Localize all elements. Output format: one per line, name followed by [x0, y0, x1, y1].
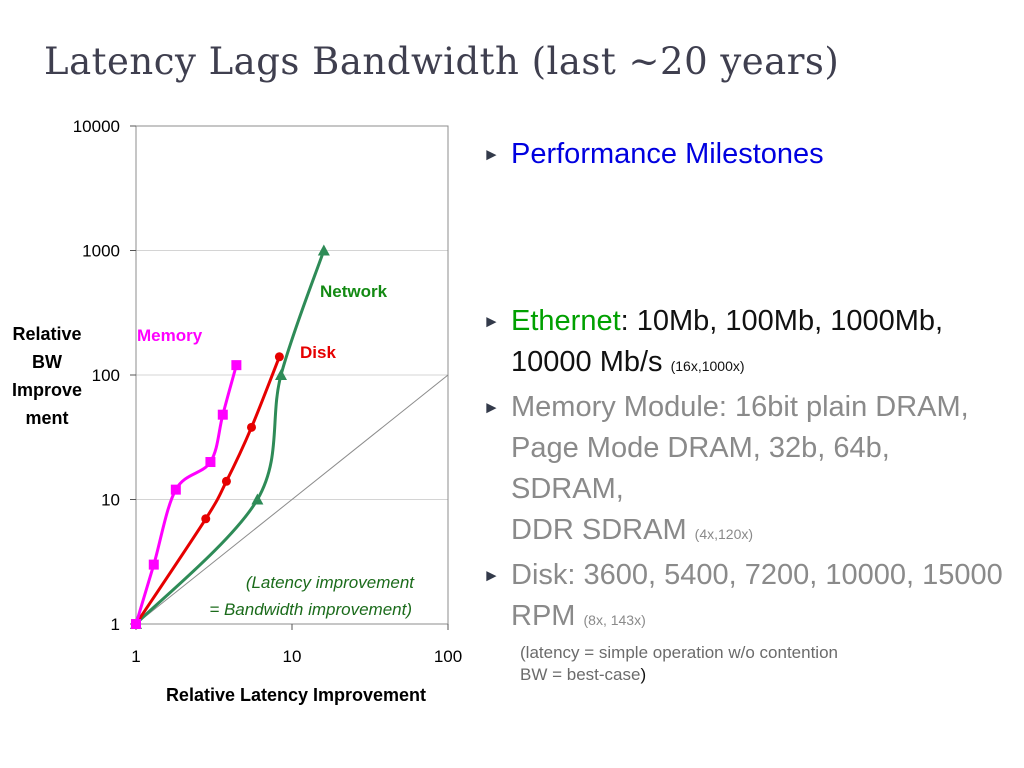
bullet-list: ► Performance Milestones ► Ethernet: 10M… — [480, 134, 1010, 686]
y-tick-label-1: 1 — [111, 615, 120, 634]
y-axis-label-line-1: Relative — [12, 324, 81, 344]
gridlines — [136, 250, 448, 500]
network-series-line — [134, 250, 326, 626]
memory-point-6 — [231, 360, 242, 371]
network-point-3 — [274, 369, 287, 380]
slide-title: Latency Lags Bandwidth (last ~20 years) — [44, 40, 840, 83]
disk-point-3 — [221, 476, 231, 486]
y-tick-label-1000: 1000 — [82, 242, 120, 261]
memory-point-2 — [148, 559, 159, 570]
reference-line — [135, 374, 449, 625]
chart-labels: Relative Latency Improvement Relative BW Im… — [12, 282, 426, 705]
ethernet-label: Ethernet — [511, 305, 621, 337]
series — [130, 244, 330, 629]
disk-series-label: Disk — [300, 343, 336, 362]
latency-bandwidth-chart: 1 10 100 1000 10000 1 10 100 Relative Latency I… — [12, 117, 462, 705]
bullet-heading: Performance Milestones — [511, 138, 824, 170]
memory-text-2: DDR SDRAM — [511, 514, 695, 546]
disk-point-5 — [274, 352, 284, 362]
bullet-arrow-icon: ► — [483, 398, 500, 417]
disk-point-2 — [201, 514, 211, 524]
y-axis-label-line-4: ment — [25, 408, 68, 428]
network-series-label: Network — [320, 282, 388, 301]
memory-series-label: Memory — [137, 326, 203, 345]
bullet-ethernet: ► Ethernet: 10Mb, 100Mb, 1000Mb, 10000 M… — [480, 301, 1010, 387]
x-tick-label-100: 100 — [434, 647, 462, 666]
memory-point-4 — [205, 457, 216, 468]
bullet-disk: ► Disk: 3600, 5400, 7200, 10000, 15000 R… — [480, 555, 1010, 641]
reference-line-path — [135, 374, 449, 625]
y-tick-label-100: 100 — [92, 366, 120, 385]
memory-point-5 — [217, 409, 228, 420]
ethernet-ratio: (16x,1000x) — [670, 358, 745, 374]
note-line-1: (latency = simple operation w/o contenti… — [520, 643, 838, 662]
disk-point-4 — [246, 422, 256, 432]
memory-ratio: (4x,120x) — [694, 526, 754, 542]
y-axis-label-line-2: BW — [32, 352, 62, 372]
note-line-2: BW = best-case — [520, 665, 641, 684]
bullet-arrow-icon: ► — [483, 145, 500, 164]
y-tick-label-10: 10 — [101, 491, 120, 510]
axes: 1 10 100 1000 10000 1 10 100 — [73, 117, 462, 666]
note-close: ) — [640, 665, 647, 684]
network-point-4 — [317, 244, 330, 256]
memory-point-1 — [131, 619, 141, 629]
ethernet-text: : 10Mb, 100Mb, 1000Mb, 10000 Mb/s — [511, 305, 944, 378]
memory-point-3 — [170, 484, 181, 495]
bullet-memory-module: ► Memory Module: 16bit plain DRAM, Page … — [480, 387, 1010, 555]
annotation-line-1: (Latency improvement — [246, 573, 415, 592]
bullet-arrow-icon: ► — [483, 312, 500, 331]
bullet-arrow-icon: ► — [483, 566, 500, 585]
annotation-line-2: = Bandwidth improvement) — [209, 600, 412, 619]
bullet-performance-milestones: ► Performance Milestones — [480, 134, 1010, 175]
memory-text: Memory Module: 16bit plain DRAM, Page Mo… — [511, 391, 969, 505]
y-tick-label-10000: 10000 — [73, 117, 120, 136]
footnote: (latency = simple operation w/o contenti… — [520, 642, 1010, 686]
network-point-2 — [251, 493, 264, 505]
x-tick-label-1: 1 — [131, 647, 140, 666]
disk-ratio: (8x, 143x) — [583, 612, 646, 628]
x-axis-label: Relative Latency Improvement — [166, 685, 426, 705]
disk-text: Disk: 3600, 5400, 7200, 10000, 15000 RPM — [511, 559, 1003, 632]
x-tick-label-10: 10 — [283, 647, 302, 666]
y-axis-label-line-3: Improve — [12, 380, 82, 400]
